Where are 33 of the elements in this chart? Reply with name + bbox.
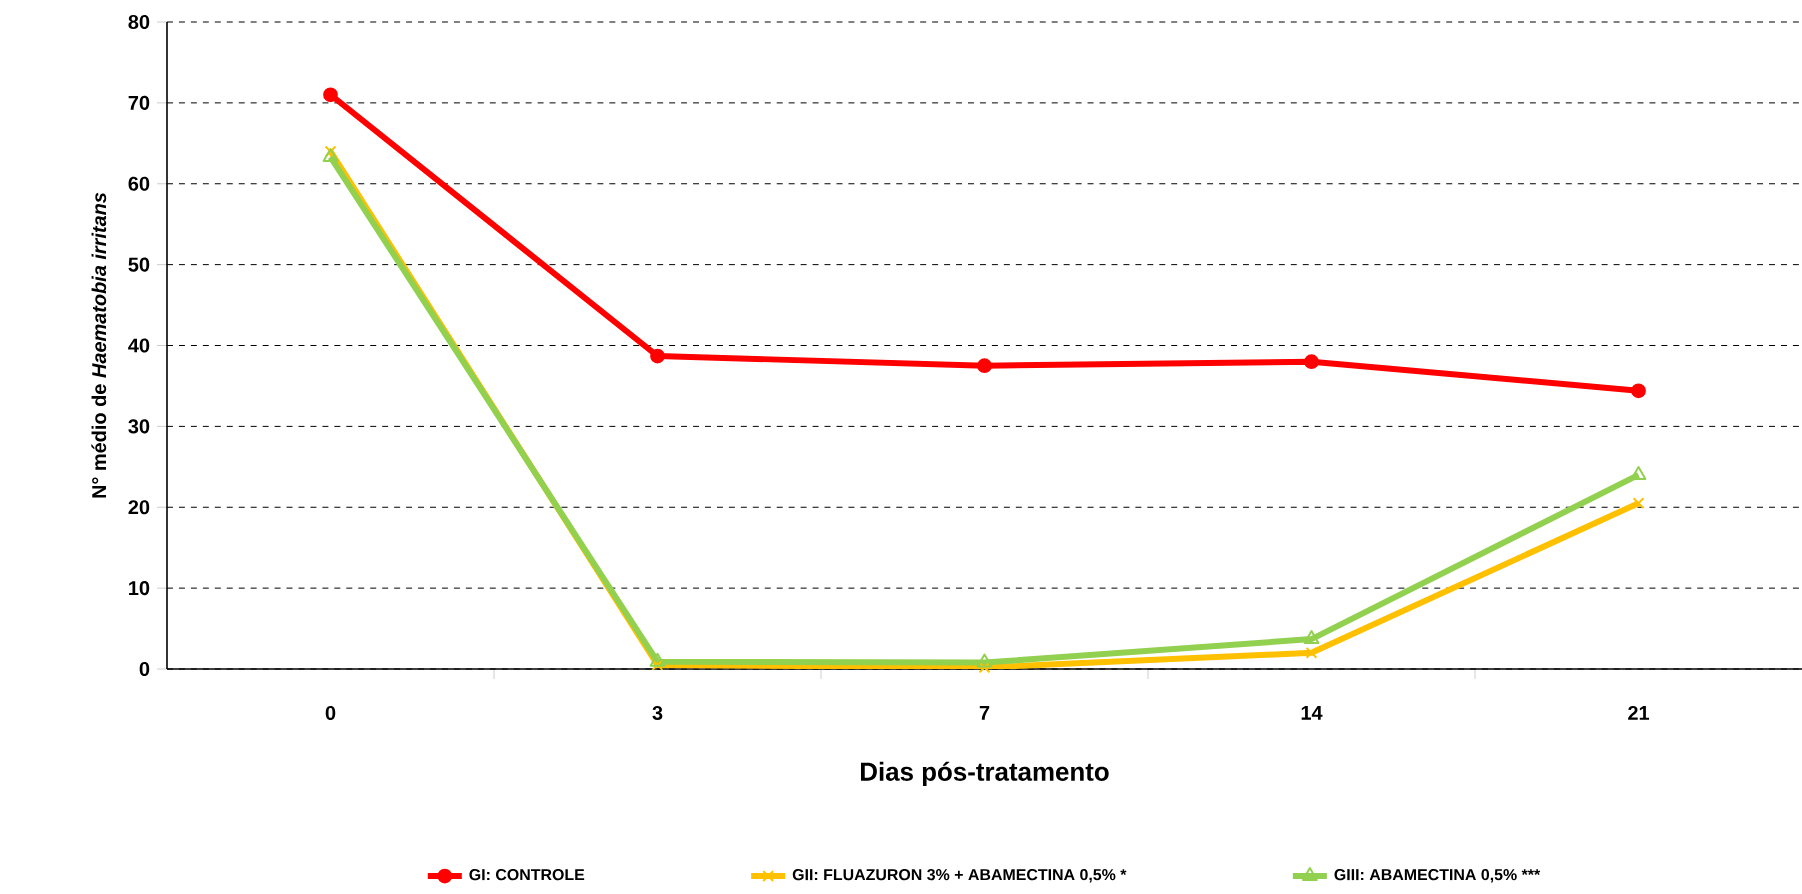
- point: [322, 148, 339, 163]
- legend-label: GII: FLUAZURON 3% + ABAMECTINA 0,5% *: [792, 868, 1127, 883]
- point: [649, 652, 666, 667]
- y-tick-label: 70: [128, 95, 150, 110]
- y-tick-label: 60: [128, 176, 150, 191]
- x-tick-label: 0: [325, 705, 336, 721]
- y-tick-label: 80: [128, 14, 150, 30]
- point: [1632, 497, 1645, 510]
- x-axis-title: Dias pós-tratamento: [861, 761, 1109, 787]
- y-tick-label: 0: [139, 661, 150, 677]
- point: [324, 145, 337, 158]
- y-axis-title: N° médio de Haematobia irritans: [91, 192, 107, 498]
- y-tick-label: 30: [128, 419, 150, 434]
- x-tick-label: 21: [1628, 705, 1650, 720]
- point: [1305, 646, 1318, 659]
- point: [976, 653, 993, 668]
- point: [323, 87, 338, 103]
- x-tick-label: 7: [979, 705, 990, 720]
- point: [1631, 383, 1646, 399]
- y-tick-label: 50: [128, 257, 150, 272]
- x-tick-label: 14: [1301, 705, 1323, 720]
- legend-label: GIII: ABAMECTINA 0,5% ***: [1334, 868, 1541, 883]
- point: [1304, 354, 1319, 370]
- legend-label: GI: CONTROLE: [469, 868, 585, 881]
- point: [650, 348, 665, 364]
- x-tick-label: 3: [652, 705, 663, 721]
- point: [978, 661, 991, 674]
- point: [977, 358, 992, 374]
- y-tick-label: 20: [128, 500, 150, 515]
- y-tick-label: 10: [129, 581, 150, 596]
- point: [1303, 630, 1320, 645]
- point: [651, 659, 664, 671]
- y-tick-label: 40: [128, 338, 150, 353]
